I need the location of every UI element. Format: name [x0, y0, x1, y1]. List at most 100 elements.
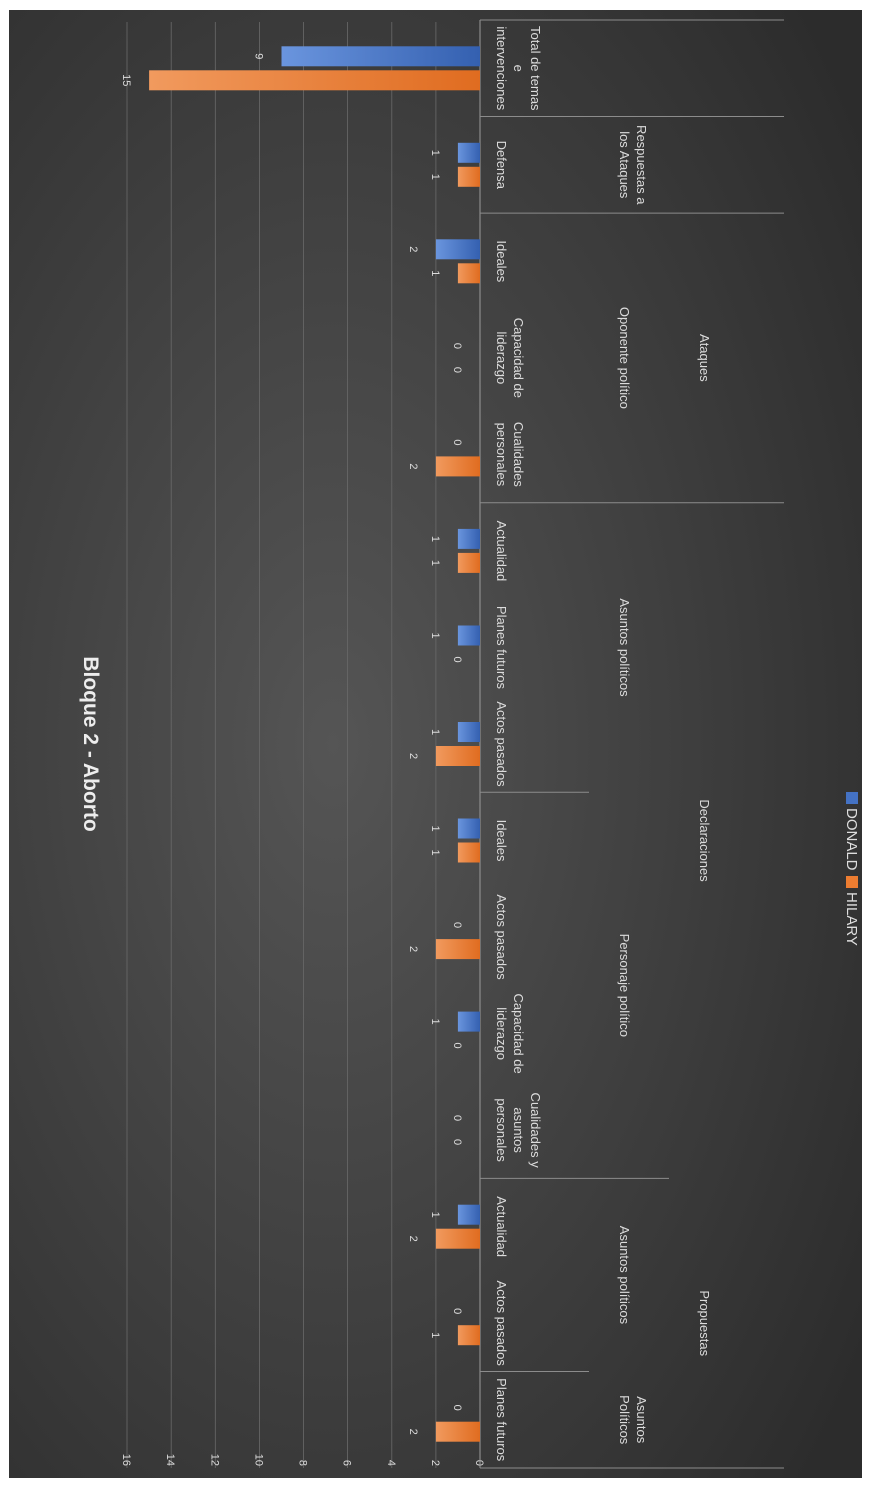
y-tick-label: 14	[164, 1454, 176, 1466]
data-label-text: 15	[120, 74, 132, 86]
category-label-line: Planes futuros	[494, 606, 509, 690]
data-label-text: 0	[451, 922, 463, 928]
data-label-text: 1	[429, 1212, 441, 1218]
data-label-donald: 1	[429, 150, 441, 156]
data-label-donald: 1	[429, 729, 441, 735]
y-tick-label: 6	[341, 1460, 353, 1466]
y-tick-label: 12	[208, 1454, 220, 1466]
group-label-level3-line: Propuestas	[697, 1290, 712, 1356]
group-label-level2-line: Políticos	[617, 1395, 632, 1445]
group-label-level2: Oponente político	[617, 307, 632, 409]
group-label-level2: Asuntos políticos	[617, 598, 632, 697]
category-label-line: intervenciones	[494, 26, 509, 110]
data-label-text: 2	[407, 753, 419, 759]
data-label-hilary: 0	[451, 656, 463, 662]
bar-donald	[457, 142, 480, 163]
data-label-donald: 9	[253, 53, 265, 59]
group-label-level2-line: Personaje político	[617, 934, 632, 1037]
data-label-hilary: 1	[429, 560, 441, 566]
group-label-level3-line: Ataques	[697, 334, 712, 382]
data-label-text: 0	[451, 1043, 463, 1049]
data-label-hilary: 1	[429, 270, 441, 276]
data-label-hilary: 1	[429, 849, 441, 855]
category-label-line: Actualidad	[494, 1196, 509, 1257]
bar-hilary	[457, 552, 480, 573]
category-label: Actualidad	[494, 521, 509, 582]
data-label-donald: 0	[451, 1115, 463, 1121]
category-label-line: personales	[494, 1098, 509, 1162]
data-label-text: 0	[451, 1139, 463, 1145]
bar-donald	[457, 1011, 480, 1032]
bar-hilary	[457, 842, 480, 863]
y-tick-label-text: 0	[473, 1460, 485, 1466]
legend-label-hilary: HILARY	[843, 892, 860, 946]
data-label-hilary: 2	[407, 463, 419, 469]
bar-hilary	[435, 1228, 480, 1249]
y-tick-label-text: 4	[385, 1460, 397, 1466]
chart-frame: 0 2 4 6 8 10 12 14 16 0 0 1 0 1 0 1 1 1 1 0 0 2 1 9 2 1 2 0 0 2 1 2 0 1 2 0…	[9, 10, 862, 1478]
category-label-line: liderazgo	[494, 331, 509, 384]
category-label-line: Total de temas	[528, 26, 543, 111]
chart-title: Bloque 2 - Aborto	[79, 656, 102, 831]
y-tick-label-text: 8	[297, 1460, 309, 1466]
bar-hilary	[457, 1325, 480, 1346]
data-label-text: 0	[451, 1405, 463, 1411]
data-label-text: 2	[407, 1236, 419, 1242]
data-label-text: 1	[429, 632, 441, 638]
data-label-text: 1	[429, 270, 441, 276]
group-label-level2-line: los Ataques	[617, 131, 632, 199]
bar-hilary	[435, 939, 480, 960]
y-tick-label: 4	[385, 1460, 397, 1466]
data-label-donald: 0	[451, 343, 463, 349]
y-tick-label-text: 6	[341, 1460, 353, 1466]
data-label-hilary: 1	[429, 174, 441, 180]
data-label-hilary: 2	[407, 946, 419, 952]
data-label-hilary: 15	[120, 74, 132, 86]
y-tick-label-text: 2	[429, 1460, 441, 1466]
category-label: Ideales	[494, 820, 509, 862]
category-label-line: e	[511, 65, 526, 72]
y-tick-label-text: 12	[208, 1454, 220, 1466]
category-label-line: Planes futuros	[494, 1378, 509, 1462]
group-label-level2-line: Asuntos políticos	[617, 1226, 632, 1325]
data-label-donald: 0	[451, 439, 463, 445]
data-label-text: 0	[451, 1308, 463, 1314]
data-label-hilary: 0	[451, 367, 463, 373]
data-label-hilary: 0	[451, 1043, 463, 1049]
group-label-level2-line: Asuntos	[634, 1396, 649, 1443]
category-label-line: Ideales	[494, 820, 509, 862]
bar-hilary	[435, 1421, 480, 1442]
y-tick-label: 0	[473, 1460, 485, 1466]
bar-hilary	[435, 456, 480, 477]
data-label-text: 0	[451, 1115, 463, 1121]
bar-donald	[457, 818, 480, 839]
category-label: Actos pasados	[494, 1281, 509, 1367]
data-label-text: 1	[429, 1019, 441, 1025]
data-label-donald: 0	[451, 922, 463, 928]
data-label-text: 1	[429, 849, 441, 855]
y-tick-label: 10	[252, 1454, 264, 1466]
group-label-level3-line: Declaraciones	[697, 799, 712, 882]
bar-donald	[457, 625, 480, 646]
category-label: Ideales	[494, 240, 509, 282]
category-label: Planes futuros	[494, 606, 509, 690]
data-label-donald: 1	[429, 536, 441, 542]
data-label-text: 0	[451, 439, 463, 445]
category-label: Planes futuros	[494, 1378, 509, 1462]
data-label-donald: 1	[429, 1212, 441, 1218]
category-label: Actos pasados	[494, 894, 509, 980]
data-label-text: 1	[429, 536, 441, 542]
legend-swatch-hilary	[846, 876, 858, 888]
data-label-donald: 0	[451, 1405, 463, 1411]
data-label-text: 1	[429, 729, 441, 735]
data-label-text: 0	[451, 367, 463, 373]
data-label-text: 2	[407, 463, 419, 469]
data-label-donald: 1	[429, 825, 441, 831]
group-label-level2-line: Asuntos políticos	[617, 598, 632, 697]
legend: DONALD HILARY	[843, 792, 860, 946]
